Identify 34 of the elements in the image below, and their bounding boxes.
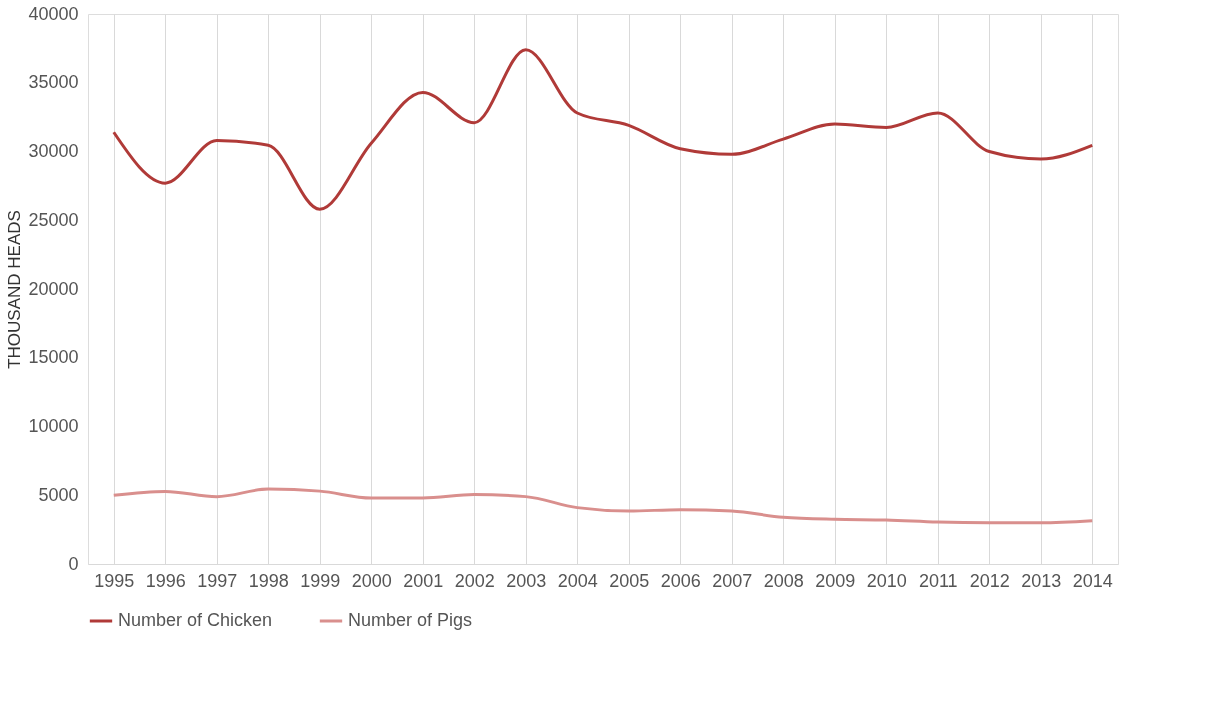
line-series <box>112 48 1094 211</box>
x-tick-label: 2010 <box>866 570 907 591</box>
x-tick-label: 2004 <box>557 570 598 591</box>
x-tick-label: 2007 <box>712 570 753 591</box>
y-tick-label: 25000 <box>28 209 79 230</box>
y-tick-label: 35000 <box>28 72 79 93</box>
y-tick-label: 15000 <box>28 347 79 368</box>
x-tick-label: 1999 <box>300 570 341 591</box>
legend-label: Number of Chicken <box>118 610 273 630</box>
x-tick-label: 2005 <box>609 570 650 591</box>
x-tick-label: 1996 <box>145 570 186 591</box>
x-tick-label: 2011 <box>918 570 958 591</box>
x-tick-label: 2013 <box>1021 570 1062 591</box>
x-tick-label: 1997 <box>197 570 238 591</box>
x-tick-label: 1995 <box>94 570 135 591</box>
x-tick-label: 2009 <box>815 570 856 591</box>
x-tick-label: 2002 <box>454 570 495 591</box>
x-tick-label: 1998 <box>248 570 289 591</box>
y-tick-label: 10000 <box>28 416 79 436</box>
x-tick-label: 2008 <box>763 570 804 591</box>
y-tick-label: 30000 <box>28 141 79 161</box>
y-tick-label: 5000 <box>38 484 79 505</box>
y-tick-label: 20000 <box>28 278 79 299</box>
y-tick-label: 40000 <box>28 3 79 24</box>
line-series <box>112 487 1094 525</box>
x-tick-label: 2014 <box>1072 570 1113 591</box>
legend-label: Number of Pigs <box>348 610 473 630</box>
x-tick-label: 2006 <box>660 570 701 591</box>
x-tick-label: 2001 <box>403 570 444 591</box>
y-axis-title: THOUSAND HEADS <box>5 210 25 369</box>
x-tick-label: 2003 <box>506 570 547 591</box>
x-tick-label: 2012 <box>969 570 1010 591</box>
y-tick-label: 0 <box>68 553 79 574</box>
x-tick-label: 2000 <box>351 570 392 591</box>
